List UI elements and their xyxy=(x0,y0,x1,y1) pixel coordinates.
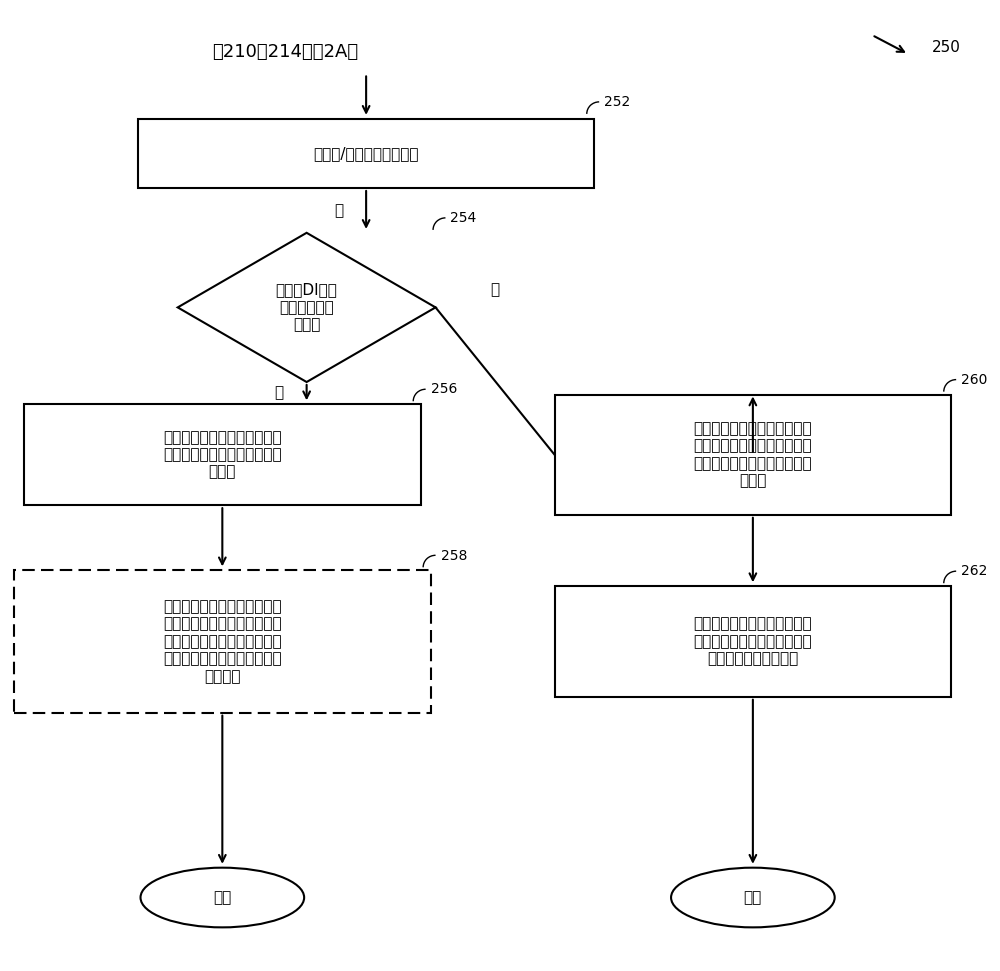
Text: 结束: 结束 xyxy=(744,890,762,905)
Ellipse shape xyxy=(671,868,835,927)
Text: 是: 是 xyxy=(274,385,283,401)
Text: 是: 是 xyxy=(334,203,343,218)
Text: 用包括单个进气直接嘴射的第
一直接嘴射燃料供给策略起动
发动机: 用包括单个进气直接嘴射的第 一直接嘴射燃料供给策略起动 发动机 xyxy=(163,430,282,480)
Text: 252: 252 xyxy=(604,95,630,109)
Text: 262: 262 xyxy=(961,564,988,579)
Text: 在仅有DI的条
统中的预递送
起动？: 在仅有DI的条 统中的预递送 起动？ xyxy=(276,283,338,332)
Text: 250: 250 xyxy=(931,40,960,55)
Bar xyxy=(555,586,951,697)
Bar xyxy=(138,118,594,188)
Text: 估计和/或测量发动机工况: 估计和/或测量发动机工况 xyxy=(313,146,419,161)
Text: 基于发动机工况和自发动机起
动的第一燃烧事件以来的燃烧
事件数量来调节分流比: 基于发动机工况和自发动机起 动的第一燃烧事件以来的燃烧 事件数量来调节分流比 xyxy=(694,617,812,666)
Polygon shape xyxy=(178,233,436,382)
Text: 否: 否 xyxy=(490,283,500,297)
Text: 258: 258 xyxy=(441,549,467,562)
Text: 256: 256 xyxy=(431,383,457,396)
Text: 结束: 结束 xyxy=(213,890,231,905)
Bar xyxy=(24,404,421,505)
Text: 254: 254 xyxy=(450,211,477,225)
Text: 用包括在进气冲程和压缩冲程
中的分段直接嘴射的不同的第
二直接嘴射燃料供给策略起动
发动机: 用包括在进气冲程和压缩冲程 中的分段直接嘴射的不同的第 二直接嘴射燃料供给策略起… xyxy=(694,421,812,488)
Text: 基于发动机工况和自发动机起
动的第一燃烧事件以来的燃烧
事件数量，转换为在压缩冲程
期间将至少一些燃料直接嘴射
到发动机: 基于发动机工况和自发动机起 动的第一燃烧事件以来的燃烧 事件数量，转换为在压缩冲… xyxy=(163,599,282,684)
Bar xyxy=(14,570,431,713)
Text: 从210或214（图2A）: 从210或214（图2A） xyxy=(212,44,359,61)
Ellipse shape xyxy=(141,868,304,927)
Text: 260: 260 xyxy=(961,373,988,386)
Bar xyxy=(555,394,951,515)
